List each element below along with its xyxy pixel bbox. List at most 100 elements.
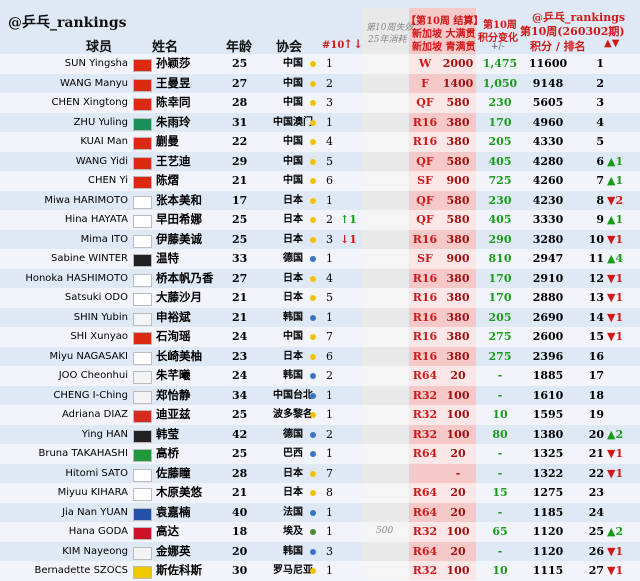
rank: 10 xyxy=(588,232,604,246)
name: 温特 xyxy=(156,251,179,265)
table-row: Miyuu KIHARA 木原美悠 21 日本 8 R64 20 15 1275 23 xyxy=(0,483,640,503)
assoc: 罗马尼亚 xyxy=(273,565,313,576)
total: 1115 xyxy=(532,564,564,577)
rank: 16 xyxy=(588,349,604,363)
assoc: 中国 xyxy=(283,331,303,342)
col-player: 球员 xyxy=(86,40,113,55)
rank-change: ▼1 xyxy=(607,310,624,324)
age: 25 xyxy=(232,232,248,246)
change: 170 xyxy=(488,291,512,304)
total: 5605 xyxy=(532,96,564,109)
points: 1400 xyxy=(442,76,474,90)
total: 1595 xyxy=(532,408,564,421)
name: 早田希娜 xyxy=(156,212,202,226)
col-change: 积分变化 xyxy=(478,33,518,44)
dot xyxy=(310,236,316,243)
player: KIM Nayeong xyxy=(62,545,128,557)
age: 34 xyxy=(232,388,248,402)
change: 1,475 xyxy=(482,57,518,70)
points: 380 xyxy=(446,232,470,246)
points: 380 xyxy=(446,291,470,304)
points: 100 xyxy=(446,388,470,402)
change: 230 xyxy=(488,96,512,109)
change: 170 xyxy=(488,115,512,129)
age: 29 xyxy=(232,154,248,168)
points: 380 xyxy=(446,135,470,148)
assoc: 日本 xyxy=(283,272,303,284)
points: 580 xyxy=(446,193,470,207)
assoc-rank: 1 xyxy=(326,447,333,460)
assoc: 韩国 xyxy=(283,311,303,323)
player: Hina HAYATA xyxy=(64,214,128,225)
total: 2600 xyxy=(532,330,564,343)
rank: 14 xyxy=(588,310,604,324)
rank-change: ▼1 xyxy=(607,232,624,246)
name: 孙颖莎 xyxy=(156,56,191,70)
points: 380 xyxy=(446,115,470,129)
change: 405 xyxy=(488,213,512,226)
age: 25 xyxy=(232,447,248,460)
points: 900 xyxy=(446,174,470,187)
player: WANG Manyu xyxy=(60,77,128,89)
assoc-rank: 1 xyxy=(326,564,333,577)
name: 申裕斌 xyxy=(156,309,191,324)
total: 1120 xyxy=(532,544,564,558)
dot xyxy=(310,197,316,204)
rank: 4 xyxy=(596,115,604,129)
age: 21 xyxy=(232,174,248,187)
player: CHEN Yi xyxy=(87,175,128,186)
table-row: KIM Nayeong 金娜英 20 韩国 3 R64 20 - 1120 26 ▼1 xyxy=(0,542,640,562)
age: 25 xyxy=(232,213,248,226)
table-row: Hina HAYATA 早田希娜 25 日本 2 ↑1 QF 580 405 3330 9 ▲1 xyxy=(0,210,640,230)
points: 100 xyxy=(446,564,470,577)
col-expired: 第10周失效 xyxy=(366,23,414,33)
name: 高桥 xyxy=(156,446,179,460)
age: 40 xyxy=(232,505,248,519)
rank: 17 xyxy=(588,369,604,382)
change: - xyxy=(497,466,503,480)
player: SUN Yingsha xyxy=(64,58,128,69)
assoc-rank: 3 xyxy=(326,96,333,109)
assoc: 日本 xyxy=(283,194,303,206)
name: 桥本帆乃香 xyxy=(156,270,214,285)
dot xyxy=(310,490,316,496)
rank: 21 xyxy=(588,447,604,460)
name: 陈熠 xyxy=(156,173,179,187)
name: 伊藤美诚 xyxy=(156,231,202,246)
points: 100 xyxy=(446,525,470,538)
change: 80 xyxy=(492,427,508,441)
player: ZHU Yuling xyxy=(73,116,128,128)
flag xyxy=(133,566,152,579)
dot xyxy=(310,178,316,184)
flag xyxy=(133,468,152,482)
tier: QF xyxy=(416,154,434,168)
points: 380 xyxy=(446,271,470,285)
rank-change: ▼1 xyxy=(607,447,624,460)
flag xyxy=(133,293,152,306)
age: 21 xyxy=(232,486,248,499)
rank-change: ▼1 xyxy=(607,291,624,304)
age: 25 xyxy=(232,57,248,70)
flag xyxy=(133,234,152,248)
dot xyxy=(310,314,316,321)
player: Mima ITO xyxy=(80,233,128,245)
assoc: 中国澳门 xyxy=(273,116,313,128)
name: 斯佐科斯 xyxy=(156,563,202,577)
total: 1610 xyxy=(532,388,564,402)
col-settle: 【第10周 结算】 xyxy=(406,16,484,27)
assoc: 中国 xyxy=(283,155,303,167)
change: 1,050 xyxy=(482,76,518,90)
dot xyxy=(310,509,316,516)
flag xyxy=(133,137,152,150)
tier: R32 xyxy=(412,408,438,421)
total: 1185 xyxy=(532,505,564,519)
flag xyxy=(133,507,152,521)
tier: QF xyxy=(416,193,434,207)
change: 170 xyxy=(488,271,512,285)
change: - xyxy=(497,369,503,382)
table-row: Adriana DIAZ 迪亚兹 25 波多黎各 1 R32 100 10 1595 19 xyxy=(0,405,640,425)
tier: QF xyxy=(416,96,434,109)
table-row: Satsuki ODO 大藤沙月 21 日本 5 R16 380 170 2880 13 ▼1 xyxy=(0,288,640,308)
name: 朱雨玲 xyxy=(156,114,191,129)
